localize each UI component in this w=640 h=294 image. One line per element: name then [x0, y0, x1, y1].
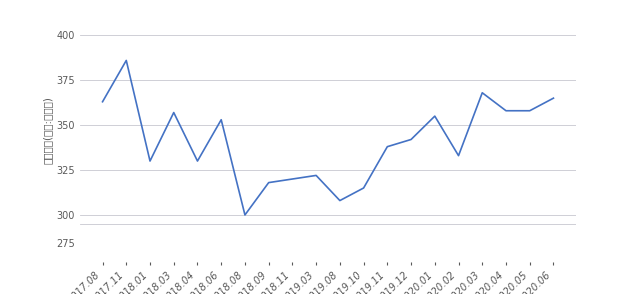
Y-axis label: 거래금액(단위:백만원): 거래금액(단위:백만원)	[42, 96, 52, 163]
